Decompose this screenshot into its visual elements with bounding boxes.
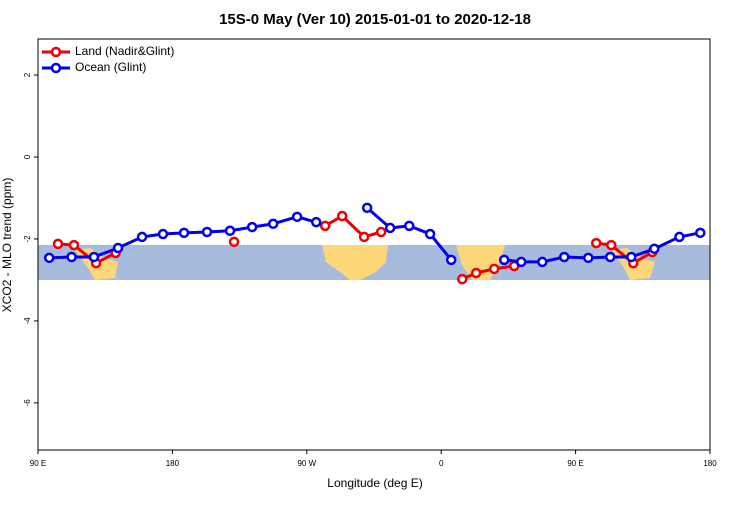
y-axis-label: XCO2 - MLO trend (ppm): [0, 178, 14, 313]
legend-label: Ocean (Glint): [75, 60, 146, 74]
data-point: [457, 273, 468, 285]
data-point: [470, 267, 482, 279]
data-point: [310, 216, 322, 228]
data-point: [319, 220, 331, 232]
data-point: [488, 263, 500, 275]
map-band: [38, 245, 710, 280]
data-point: [178, 227, 190, 239]
data-point: [66, 251, 77, 263]
data-point: [246, 221, 258, 233]
data-point: [403, 220, 415, 232]
data-point: [515, 256, 527, 268]
x-axis-label: Longitude (deg E): [327, 476, 422, 490]
land-shape: [322, 245, 388, 280]
data-point: [358, 231, 370, 243]
data-point: [559, 251, 570, 263]
data-point: [112, 242, 124, 254]
data-point: [267, 218, 279, 230]
series-line: [57, 214, 654, 281]
data-point: [201, 226, 213, 238]
y-tick-label: 2: [23, 72, 32, 77]
data-point: [68, 239, 80, 251]
data-point: [375, 226, 387, 238]
y-tick-label: -2: [23, 235, 32, 243]
data-point: [695, 227, 706, 239]
data-point: [224, 225, 236, 237]
x-tick-label: 180: [166, 459, 180, 468]
data-point: [52, 238, 64, 250]
data-point: [336, 210, 348, 222]
y-tick-label: -4: [23, 317, 32, 325]
data-point: [606, 239, 617, 251]
x-tick-label: 90 W: [297, 459, 316, 468]
data-point: [88, 251, 100, 263]
data-point: [445, 254, 457, 266]
x-tick-label: 90 E: [30, 459, 46, 468]
chart-title: 15S-0 May (Ver 10) 2015-01-01 to 2020-12…: [219, 11, 531, 28]
data-point: [604, 251, 616, 263]
data-point: [157, 228, 169, 240]
data-point: [228, 236, 240, 248]
data-point: [384, 222, 396, 234]
data-point: [626, 251, 637, 263]
data-point: [136, 231, 148, 243]
x-tick-label: 0: [439, 459, 444, 468]
x-tick-label: 90 E: [567, 459, 583, 468]
data-point: [649, 243, 660, 255]
data-point: [424, 228, 436, 240]
legend-marker: [50, 46, 62, 58]
data-point: [537, 256, 548, 268]
legend: Land (Nadir&Glint) Ocean (Glint): [42, 44, 174, 74]
legend-label: Land (Nadir&Glint): [75, 44, 174, 58]
data-point: [361, 202, 373, 214]
data-point: [583, 252, 594, 264]
y-tick-label: -6: [23, 399, 32, 407]
plot-frame: [37, 38, 711, 451]
legend-marker: [50, 62, 62, 74]
y-tick-label: 0: [23, 154, 32, 159]
data-point: [498, 254, 510, 266]
x-tick-label: 180: [703, 459, 717, 468]
data-point: [291, 211, 303, 223]
data-point: [590, 237, 602, 249]
data-point: [43, 252, 55, 264]
data-point: [674, 231, 685, 243]
